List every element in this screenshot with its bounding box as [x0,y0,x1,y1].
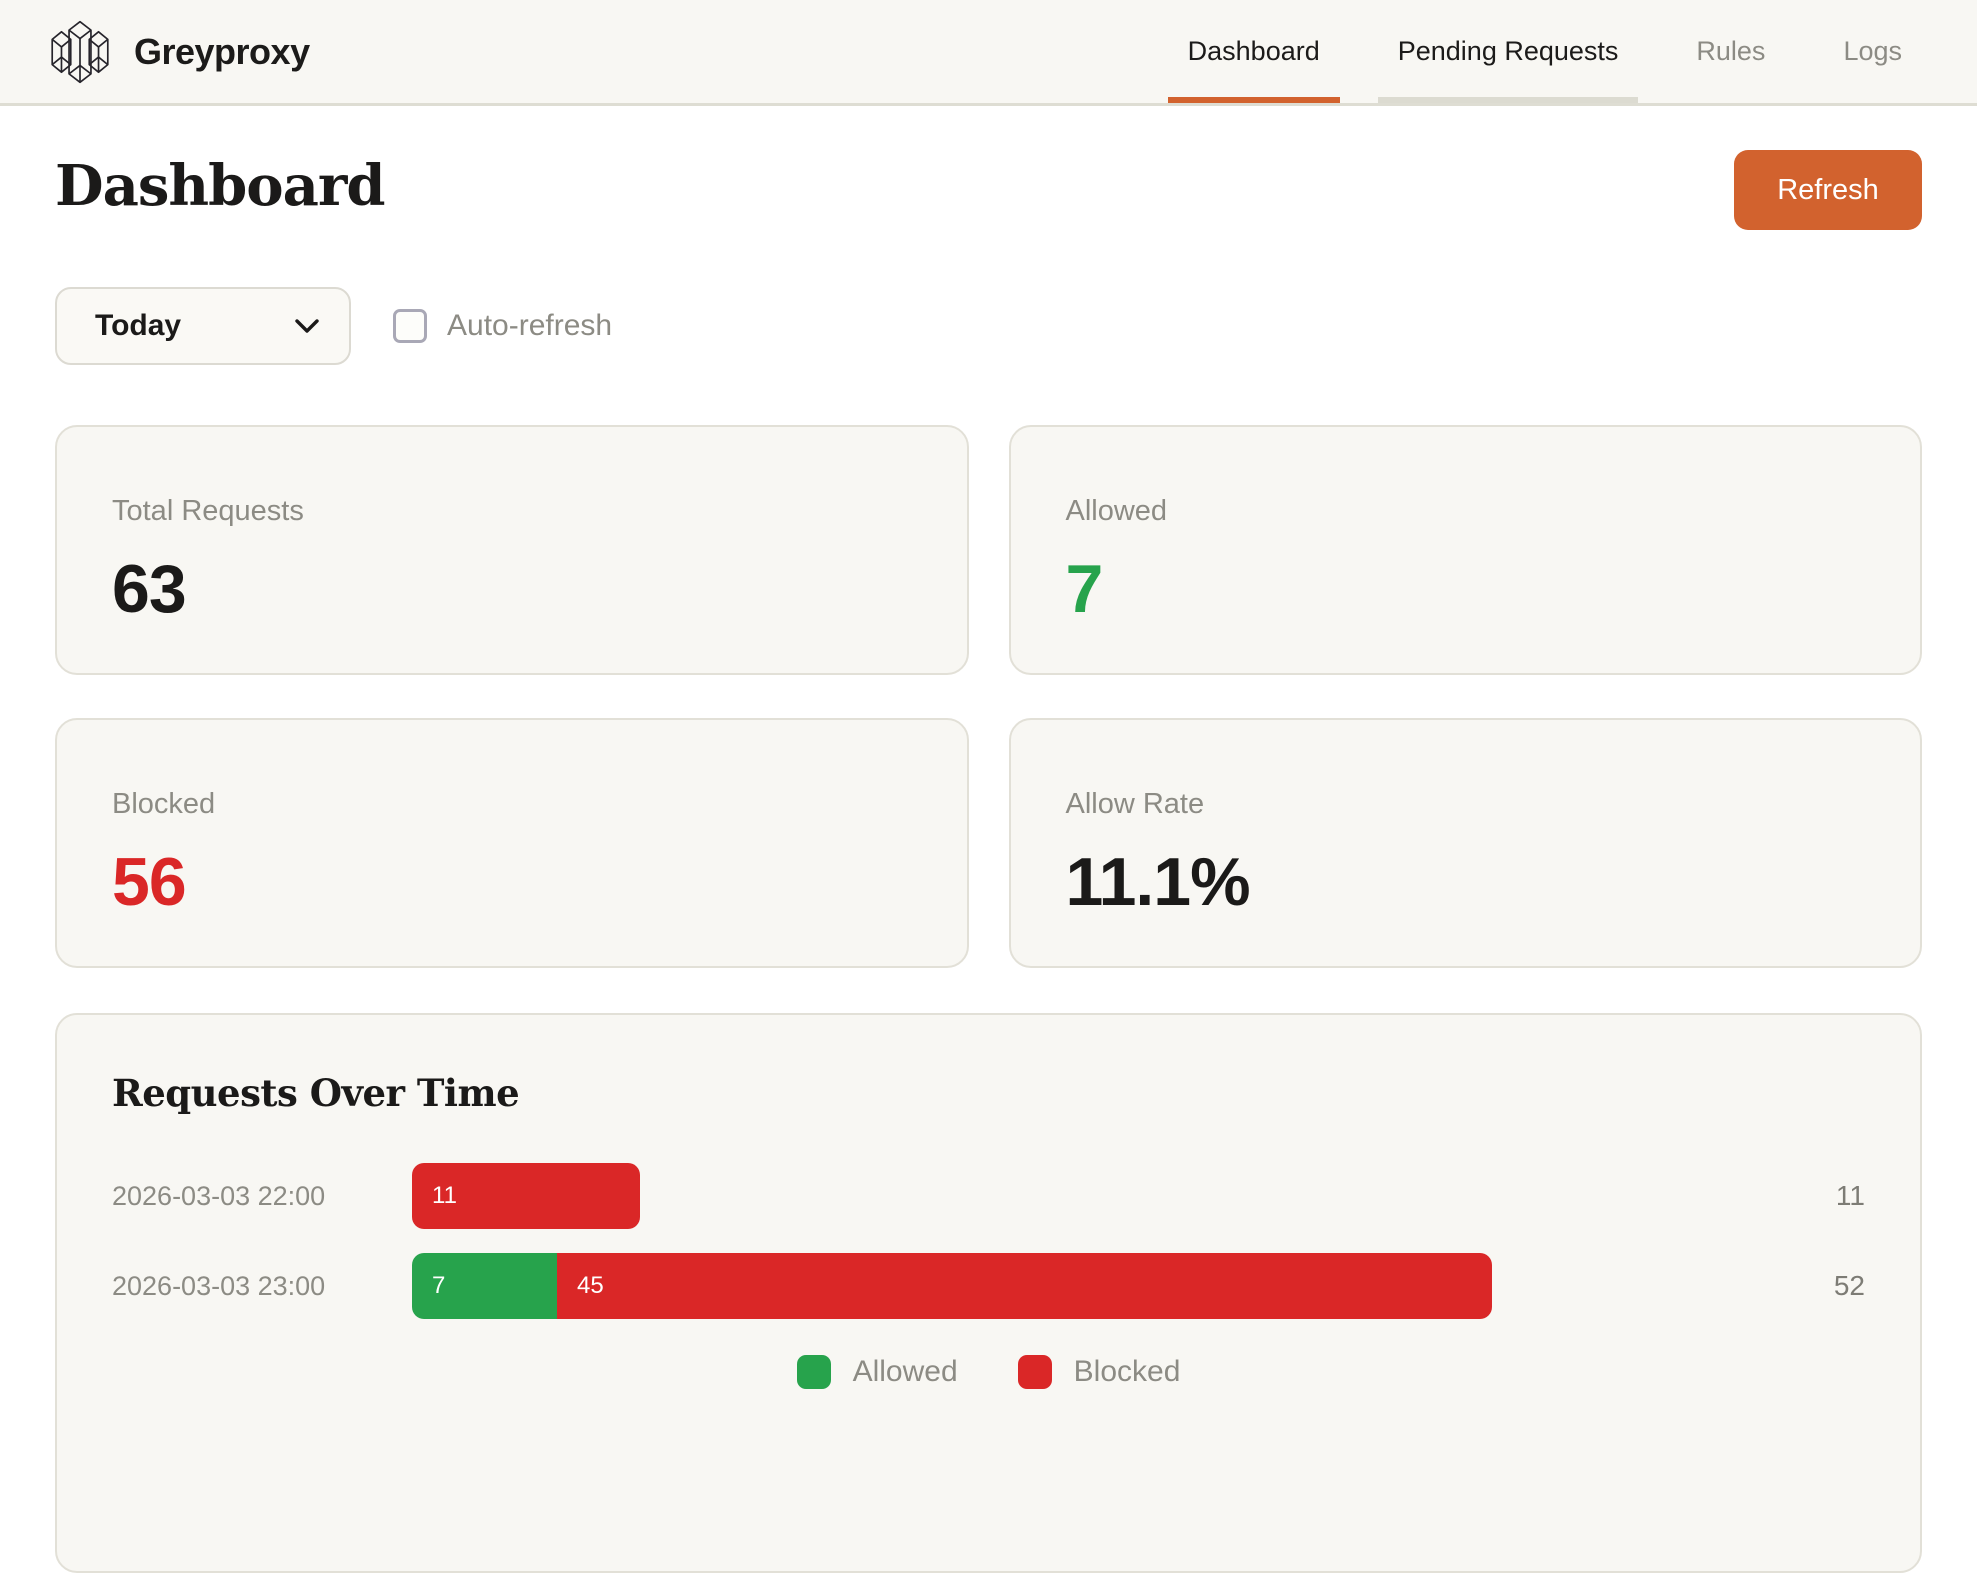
legend-label: Allowed [852,1355,958,1388]
chart-bar-track: 7 45 [412,1253,1795,1319]
chart-row-label: 2026-03-03 23:00 [112,1270,326,1301]
legend-chip-allowed-icon [796,1355,831,1389]
legend-item-blocked: Blocked [1017,1355,1181,1389]
bar-segment-allowed: 7 [412,1253,557,1319]
stat-card-blocked: Blocked 56 [55,718,969,968]
chart-legend: Allowed Blocked [112,1355,1865,1389]
bar-segment-blocked: 11 [412,1163,640,1229]
nav-item-rules[interactable]: Rules [1696,36,1766,66]
stat-label: Allowed [1065,495,1168,527]
stat-card-allowed: Allowed 7 [1008,425,1922,675]
stat-value: 11.1% [1065,844,1251,920]
page-title: Dashboard [55,153,386,219]
legend-item-allowed: Allowed [796,1355,958,1389]
time-range-select[interactable]: Today [55,287,351,365]
chart-row-label: 2026-03-03 22:00 [112,1180,326,1211]
stat-card-total-requests: Total Requests 63 [55,425,969,675]
auto-refresh-control: Auto-refresh [393,309,612,343]
stat-label: Total Requests [112,495,304,527]
top-navbar: Greyproxy Dashboard Pending Requests Rul… [0,0,1977,106]
nav-item-dashboard[interactable]: Dashboard [1167,0,1340,103]
stat-label: Blocked [112,788,216,820]
crystal-columns-icon [48,20,112,84]
stat-card-allow-rate: Allow Rate 11.1% [1008,718,1922,968]
main-content: Dashboard Refresh Today Auto-refresh Tot… [0,150,1977,1573]
controls-row: Today Auto-refresh [55,287,1922,365]
time-range-selected-value: Today [95,309,182,342]
stat-value: 56 [112,844,187,920]
legend-chip-blocked-icon [1017,1355,1052,1389]
stat-label: Allow Rate [1065,788,1205,820]
chart-row-total: 11 [1835,1180,1865,1211]
nav-item-logs[interactable]: Logs [1843,36,1902,66]
brand: Greyproxy [48,20,310,84]
legend-label: Blocked [1073,1355,1181,1388]
stats-grid: Total Requests 63 Allowed 7 Blocked 56 A… [55,425,1922,968]
chart-row-total: 52 [1833,1270,1865,1301]
page-header: Dashboard Refresh [55,150,1922,230]
nav-links: Dashboard Pending Requests Rules Logs [1130,0,1922,103]
chevron-down-icon [295,318,319,333]
chart-title: Requests Over Time [112,1071,520,1115]
auto-refresh-checkbox[interactable] [393,309,427,343]
chart-bar-track: 11 [412,1163,1795,1229]
brand-name: Greyproxy [134,30,310,72]
stat-value: 7 [1065,551,1104,627]
nav-item-pending-requests[interactable]: Pending Requests [1377,0,1639,103]
chart-rows: 2026-03-03 22:00 11 11 2026-03-03 23:00 7 45 5… [112,1163,1865,1319]
chart-row: 2026-03-03 22:00 11 11 [112,1163,1865,1229]
refresh-button[interactable]: Refresh [1734,150,1922,230]
stat-value: 63 [112,551,187,627]
requests-over-time-card: Requests Over Time 2026-03-03 22:00 11 11 2… [55,1013,1922,1573]
bar-segment-blocked: 45 [557,1253,1492,1319]
chart-row: 2026-03-03 23:00 7 45 52 [112,1253,1865,1319]
auto-refresh-label: Auto-refresh [447,309,613,342]
